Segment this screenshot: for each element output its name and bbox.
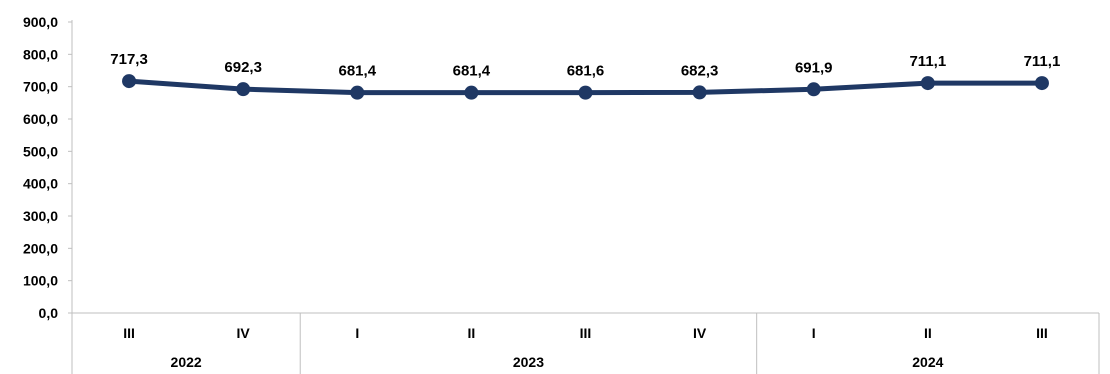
data-point [920,76,935,91]
y-tick-label: 200,0 [23,240,58,256]
data-label: 681,4 [453,63,491,80]
x-tick-label: IV [693,325,707,341]
year-label: 2022 [171,354,202,370]
x-tick-label: III [123,325,135,341]
x-tick-label: II [924,325,932,341]
y-tick-label: 400,0 [23,176,58,192]
data-point [692,85,707,100]
x-tick-label: I [812,325,816,341]
data-label: 711,1 [909,53,946,70]
y-tick-label: 100,0 [23,273,58,289]
data-label: 681,6 [567,63,605,80]
y-tick-label: 900,0 [23,14,58,30]
data-label: 717,3 [110,51,148,68]
data-label: 682,3 [681,62,719,79]
y-tick-label: 600,0 [23,111,58,127]
y-tick-label: 700,0 [23,79,58,95]
data-point [578,85,593,100]
series: 717,3 692,3 681,4 681,4 681,6 682,3 691,9 711,1… [110,51,1060,100]
data-point [350,85,365,100]
data-label: 691,9 [795,59,833,76]
data-label: 692,3 [224,59,262,76]
data-label: 681,4 [339,63,377,80]
year-label: 2024 [912,354,943,370]
data-label: 711,1 [1024,53,1061,70]
year-label: 2023 [513,354,544,370]
y-tick-label: 500,0 [23,143,58,159]
x-tick-label: III [580,325,592,341]
data-point [464,85,479,100]
data-point [806,82,821,97]
x-tick-label: III [1036,325,1048,341]
data-point [122,74,137,89]
x-tick-label: I [355,325,359,341]
data-point [1034,76,1049,91]
y-axis: 0,0 100,0 200,0 300,0 400,0 500,0 600,0 700,0 80… [23,14,73,321]
y-tick-label: 300,0 [23,208,58,224]
y-tick-label: 0,0 [39,305,59,321]
data-point [236,82,251,97]
x-tick-label: II [467,325,475,341]
x-tick-label: IV [237,325,251,341]
y-tick-label: 800,0 [23,46,58,62]
